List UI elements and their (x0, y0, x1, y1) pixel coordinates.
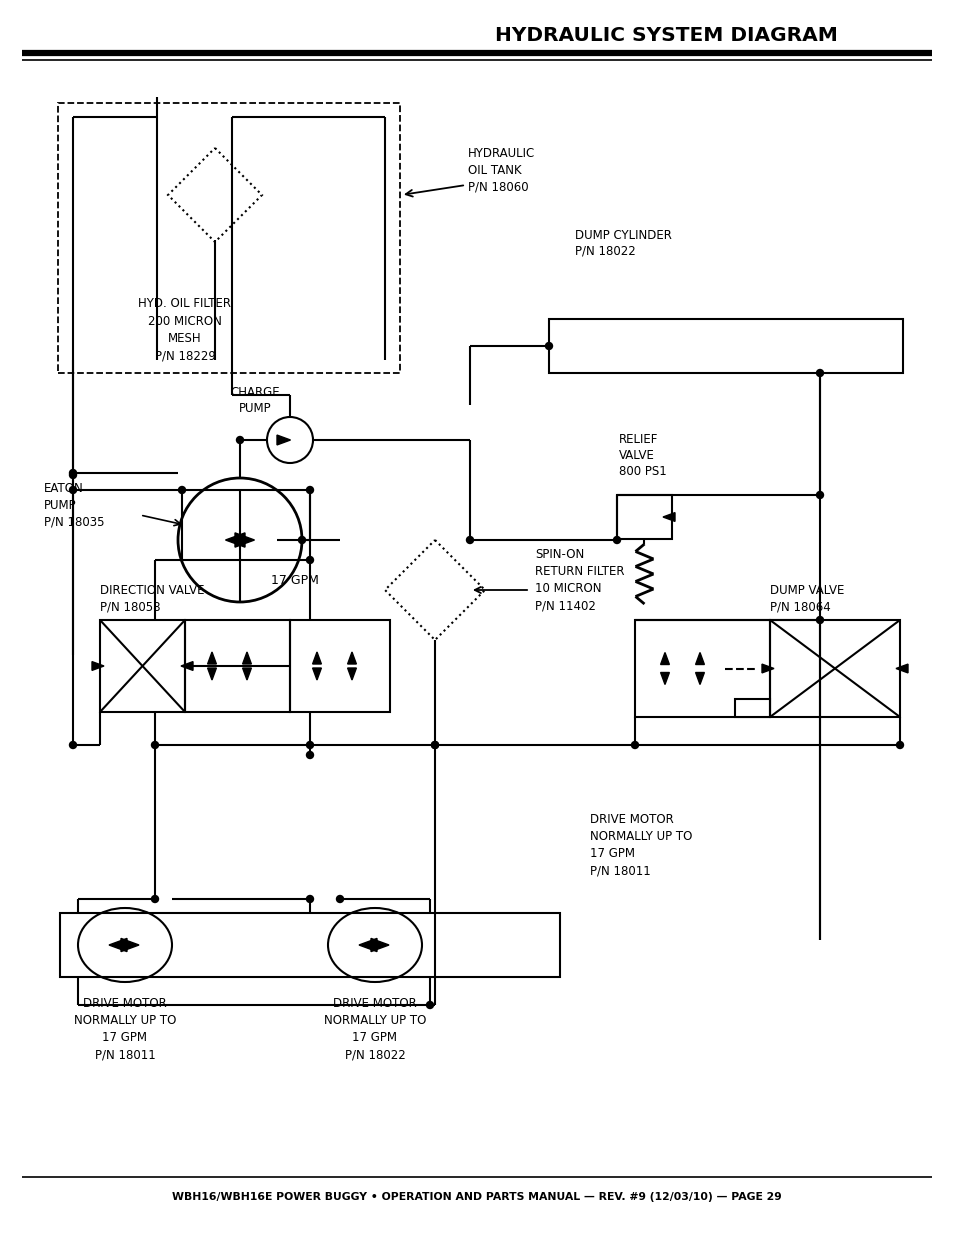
Polygon shape (695, 652, 703, 664)
Polygon shape (662, 513, 675, 521)
Bar (60, 913, 559, 977)
Circle shape (336, 895, 343, 903)
Polygon shape (276, 435, 291, 445)
Circle shape (896, 741, 902, 748)
Circle shape (545, 342, 552, 350)
Polygon shape (109, 939, 127, 952)
Circle shape (178, 487, 185, 494)
Circle shape (306, 487, 314, 494)
Circle shape (306, 557, 314, 563)
Polygon shape (371, 939, 389, 952)
Polygon shape (242, 668, 252, 680)
Polygon shape (91, 662, 104, 671)
Circle shape (152, 895, 158, 903)
Bar (769, 620, 899, 718)
Circle shape (306, 741, 314, 748)
Circle shape (431, 741, 438, 748)
Circle shape (298, 536, 305, 543)
Polygon shape (234, 532, 254, 547)
Text: HYDRAULIC SYSTEM DIAGRAM: HYDRAULIC SYSTEM DIAGRAM (495, 26, 837, 44)
Circle shape (613, 536, 619, 543)
Polygon shape (347, 668, 356, 680)
Polygon shape (313, 668, 321, 680)
Bar (185, 620, 290, 713)
Polygon shape (695, 673, 703, 684)
Text: EATON
PUMP
P/N 18035: EATON PUMP P/N 18035 (44, 482, 105, 529)
Text: DUMP VALVE
P/N 18064: DUMP VALVE P/N 18064 (769, 584, 843, 613)
Circle shape (306, 752, 314, 758)
Circle shape (152, 741, 158, 748)
Circle shape (70, 469, 76, 477)
Bar (617, 495, 671, 538)
Circle shape (70, 487, 76, 494)
Text: HYDRAULIC
OIL TANK
P/N 18060: HYDRAULIC OIL TANK P/N 18060 (468, 147, 535, 194)
Polygon shape (761, 664, 773, 673)
Text: DRIVE MOTOR
NORMALLY UP TO
17 GPM
P/N 18011: DRIVE MOTOR NORMALLY UP TO 17 GPM P/N 18… (589, 813, 692, 877)
Circle shape (70, 741, 76, 748)
Polygon shape (208, 668, 216, 680)
Text: DRIVE MOTOR
NORMALLY UP TO
17 GPM
P/N 18011: DRIVE MOTOR NORMALLY UP TO 17 GPM P/N 18… (73, 997, 176, 1061)
Text: CHARGE
PUMP: CHARGE PUMP (230, 387, 279, 415)
Text: RELIEF
VALVE
800 PS1: RELIEF VALVE 800 PS1 (618, 433, 666, 478)
Circle shape (466, 536, 473, 543)
Bar (635, 620, 769, 718)
Text: 17 GPM: 17 GPM (271, 573, 318, 587)
Polygon shape (242, 652, 252, 664)
Text: WBH16/WBH16E POWER BUGGY • OPERATION AND PARTS MANUAL — REV. #9 (12/03/10) — PAG: WBH16/WBH16E POWER BUGGY • OPERATION AND… (172, 1192, 781, 1202)
Polygon shape (225, 532, 245, 547)
Bar (290, 620, 390, 713)
Bar (548, 319, 902, 373)
Text: DIRECTION VALVE
P/N 18058: DIRECTION VALVE P/N 18058 (100, 584, 204, 613)
Circle shape (426, 1002, 433, 1009)
Circle shape (631, 741, 638, 748)
Polygon shape (347, 652, 356, 664)
Circle shape (431, 741, 438, 748)
Polygon shape (313, 652, 321, 664)
Text: DUMP CYLINDER
P/N 18022: DUMP CYLINDER P/N 18022 (575, 228, 671, 257)
Bar (58, 103, 399, 373)
Text: SPIN-ON
RETURN FILTER
10 MICRON
P/N 11402: SPIN-ON RETURN FILTER 10 MICRON P/N 1140… (535, 548, 624, 613)
Polygon shape (659, 652, 669, 664)
Circle shape (816, 492, 822, 499)
Polygon shape (181, 662, 193, 671)
Circle shape (306, 895, 314, 903)
Bar (734, 699, 769, 718)
Polygon shape (358, 939, 376, 952)
Circle shape (816, 369, 822, 377)
Polygon shape (895, 664, 907, 673)
Bar (182, 490, 310, 559)
Polygon shape (659, 673, 669, 684)
Polygon shape (121, 939, 139, 952)
Bar (100, 620, 185, 713)
Text: HYD. OIL FILTER
200 MICRON
MESH
P/N 18229: HYD. OIL FILTER 200 MICRON MESH P/N 1822… (138, 296, 232, 363)
Circle shape (236, 436, 243, 443)
Text: DRIVE MOTOR
NORMALLY UP TO
17 GPM
P/N 18022: DRIVE MOTOR NORMALLY UP TO 17 GPM P/N 18… (323, 997, 426, 1061)
Circle shape (70, 472, 76, 478)
Polygon shape (208, 652, 216, 664)
Circle shape (816, 616, 822, 624)
